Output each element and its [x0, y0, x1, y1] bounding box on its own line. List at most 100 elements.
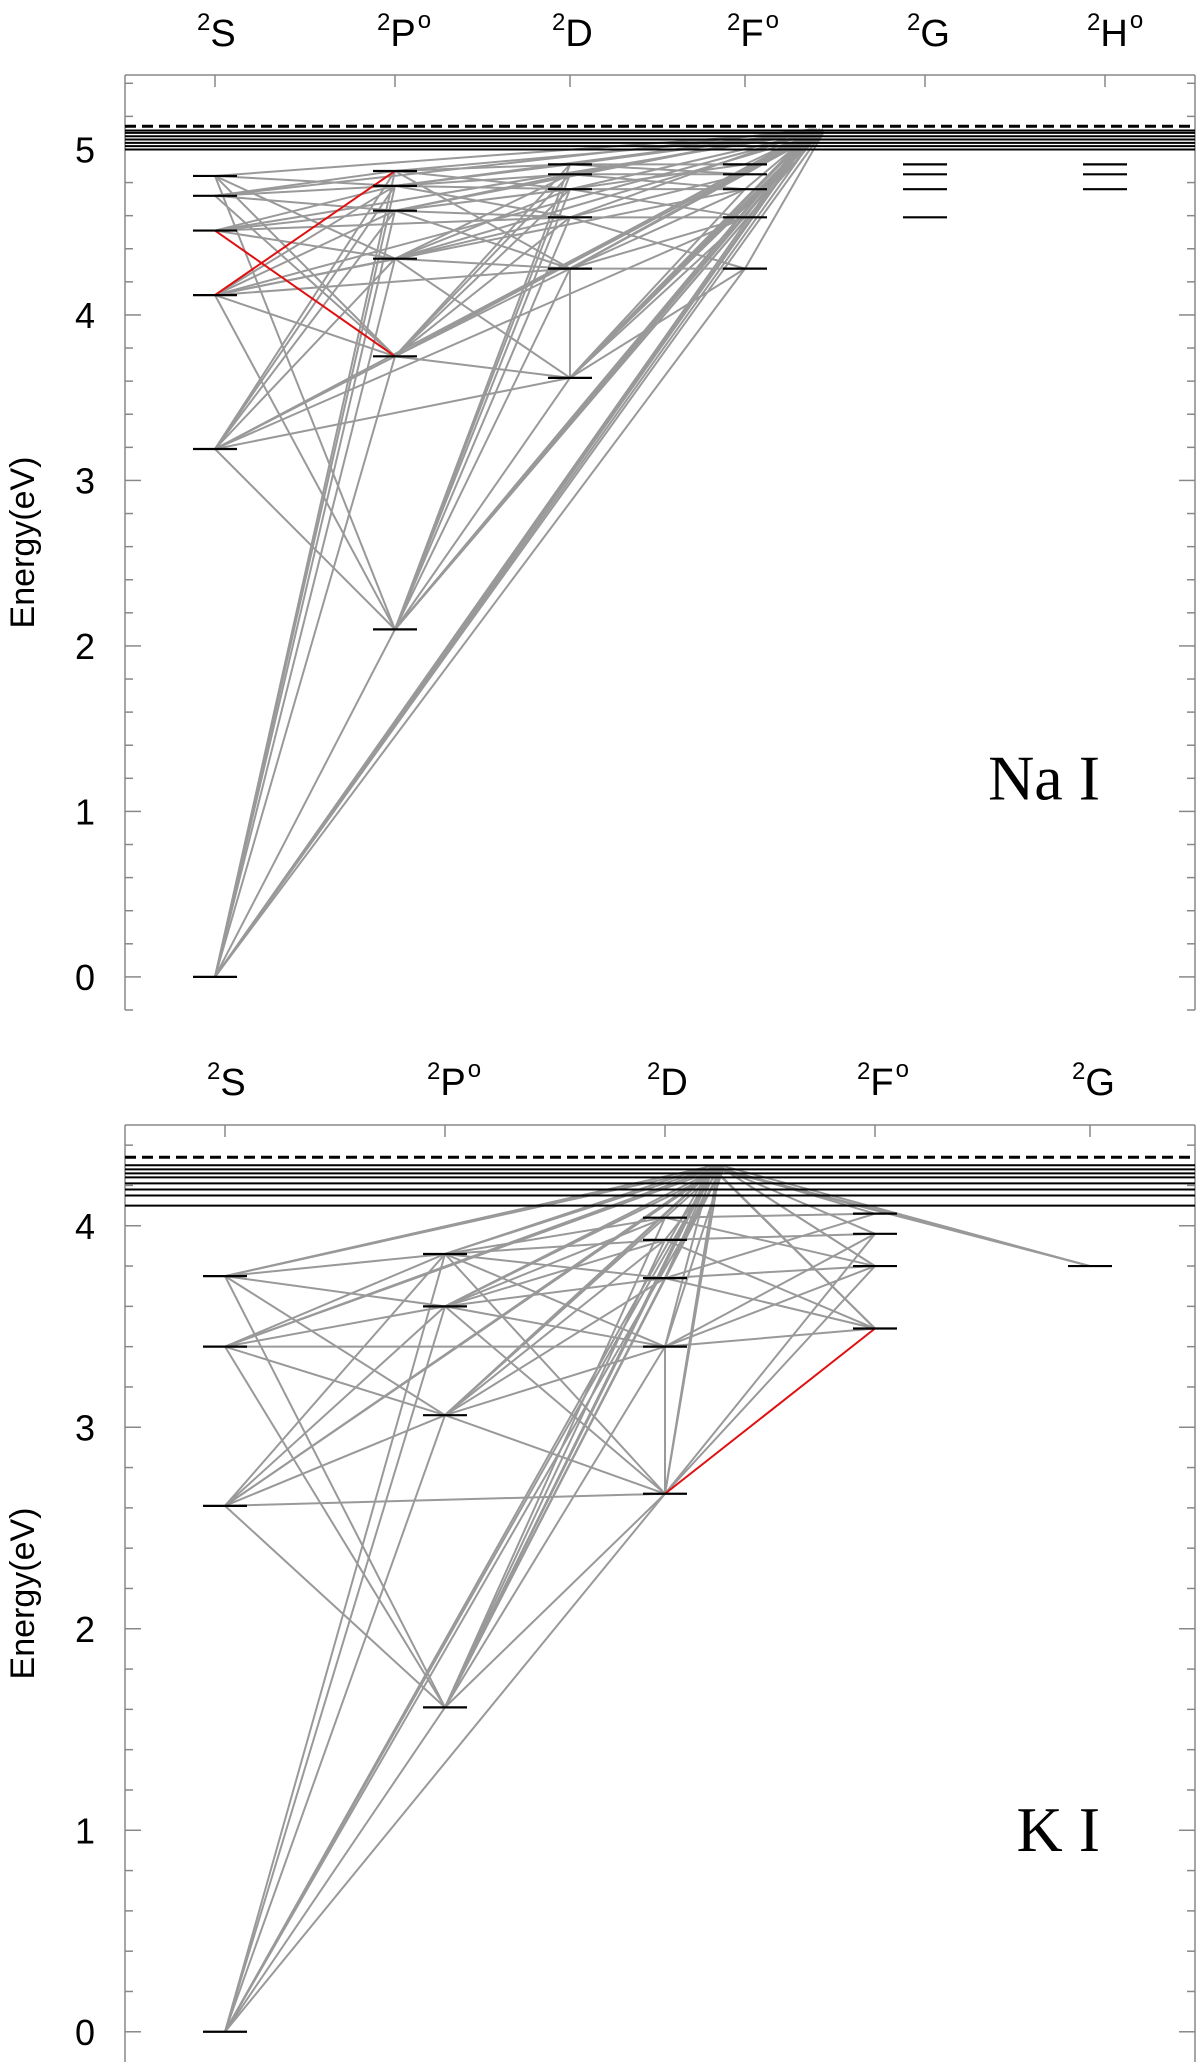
transition-line: [444, 1414, 666, 1495]
transition-line: [444, 1305, 666, 1495]
term-label-d: 2D: [647, 1058, 688, 1104]
transition-line: [224, 1414, 446, 1507]
transition-line: [394, 216, 571, 630]
transition-line: [224, 1414, 446, 2033]
transition-line: [224, 1345, 446, 1417]
transition-line: [569, 128, 824, 379]
transition-line: [394, 169, 571, 191]
term-label-f: 2Fo: [727, 7, 779, 55]
transition-line: [214, 132, 812, 978]
transition-line: [394, 164, 571, 630]
transition-line: [224, 1168, 712, 1348]
transition-line: [214, 184, 396, 197]
k-grotrian-panel: 0 1 2 3 4 Energy(eV) 2S 2Po 2D 2Fo 2G K I: [4, 1056, 1196, 2062]
term-label-s: 2S: [197, 9, 236, 55]
transition-line: [214, 175, 396, 358]
transition-line: [664, 1165, 722, 1494]
transition-line: [444, 1346, 666, 1708]
y-tick-label: 5: [75, 129, 95, 170]
transition-line: [723, 1168, 876, 1235]
transition-line: [224, 1166, 716, 2033]
transition-line: [664, 1232, 876, 1348]
transition-line: [444, 1253, 666, 1495]
transition-line: [394, 355, 571, 379]
transition-line: [224, 1275, 446, 1308]
y-tick-label: 2: [75, 626, 95, 667]
atom-label: K I: [1016, 1794, 1100, 1865]
transition-line: [214, 195, 396, 358]
transition-line: [569, 128, 824, 270]
transition-line: [224, 1492, 666, 1507]
transition-line: [569, 188, 746, 219]
transition-line: [224, 1305, 446, 1348]
transition-line: [569, 173, 746, 219]
y-tick-label: 1: [75, 1810, 95, 1851]
transition-line: [214, 209, 396, 232]
transition-line: [444, 1216, 666, 1308]
transition-line: [214, 294, 396, 630]
term-label-p: 2Po: [377, 7, 431, 55]
transition-line: [214, 130, 824, 978]
transition-line: [214, 216, 746, 450]
transition-line: [214, 216, 571, 232]
transition-line: [444, 1238, 666, 1255]
term-label-h: 2Ho: [1087, 7, 1143, 55]
transition-line: [224, 1305, 446, 1507]
transition-line: [224, 1493, 666, 2033]
transition-line: [214, 258, 396, 450]
na-grotrian-panel: 0 1 2 3 4 5 Energy(eV) 2S 2Po 2D 2Fo 2G 2Ho Na I: [4, 7, 1196, 1011]
transition-line: [394, 132, 824, 260]
transition-line: [224, 1346, 446, 1708]
y-tick-label: 3: [75, 1407, 95, 1448]
transition-line: [224, 1505, 446, 1709]
transition-line: [444, 1493, 666, 1709]
transition-line: [224, 1275, 446, 1708]
y-tick-label: 0: [75, 957, 95, 998]
y-axis-title: Energy(eV): [4, 1508, 42, 1680]
transition-line: [394, 377, 571, 630]
transition-line: [394, 216, 571, 358]
transition-line: [214, 448, 396, 631]
transition-line: [224, 1253, 446, 2033]
transition-line: [569, 188, 746, 379]
y-tick-label: 0: [75, 2012, 95, 2053]
transition-line: [444, 1166, 715, 1255]
transition-line: [444, 1345, 666, 1417]
transition-line: [444, 1168, 724, 1308]
transition-line: [214, 356, 396, 978]
transition-line: [214, 170, 396, 450]
transition-line: [224, 1706, 446, 2033]
transition-line: [214, 194, 396, 212]
y-tick-label: 4: [75, 295, 95, 336]
transition-line: [394, 163, 571, 358]
term-label-f: 2Fo: [857, 1056, 909, 1104]
transition-line: [444, 1164, 716, 1708]
transition-line: [394, 163, 571, 172]
transition-line: [444, 1217, 666, 1708]
highlighted-transition: [664, 1327, 876, 1495]
transition-line: [394, 130, 821, 358]
transition-line: [664, 1238, 876, 1330]
transition-line: [664, 1167, 725, 1347]
transition-line: [569, 216, 746, 270]
term-label-d: 2D: [552, 9, 593, 55]
transition-line: [214, 188, 746, 297]
transition-line: [214, 258, 396, 978]
transition-line: [394, 188, 571, 212]
y-axis-title: Energy(eV): [4, 457, 42, 629]
transition-line: [744, 132, 824, 270]
transition-line: [224, 1252, 446, 1278]
transition-line: [214, 294, 396, 358]
transition-line: [664, 1232, 876, 1241]
transition-line: [664, 1169, 713, 1347]
transition-line: [664, 1327, 876, 1348]
y-tick-label: 2: [75, 1609, 95, 1650]
transition-line: [444, 1277, 666, 1308]
highlighted-transition: [214, 170, 396, 296]
y-tick-label: 3: [75, 460, 95, 501]
transition-line: [569, 188, 746, 270]
transition-line: [664, 1233, 876, 1495]
transition-line: [214, 628, 396, 978]
transition-line: [214, 174, 396, 187]
